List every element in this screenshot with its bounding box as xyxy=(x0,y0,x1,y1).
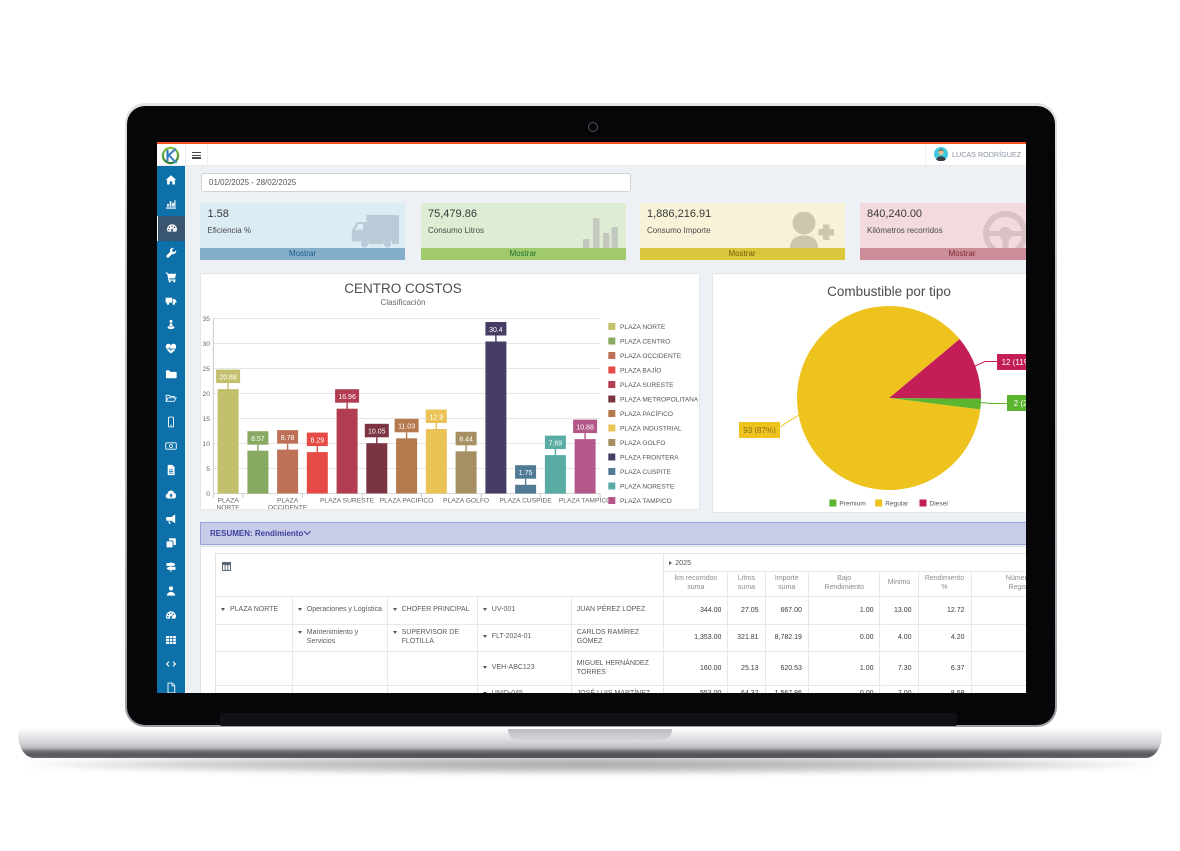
svg-text:10: 10 xyxy=(203,440,211,447)
svg-text:Premium: Premium xyxy=(839,500,866,507)
svg-text:NORTE: NORTE xyxy=(216,504,240,509)
svg-text:PLAZA PACÍFICO: PLAZA PACÍFICO xyxy=(620,409,673,418)
svg-text:PLAZA TAMPICO: PLAZA TAMPICO xyxy=(559,497,612,504)
svg-text:25: 25 xyxy=(203,365,211,372)
svg-text:2 (2%): 2 (2%) xyxy=(1014,399,1026,408)
svg-text:16.96: 16.96 xyxy=(338,394,356,401)
svg-text:PLAZA SURESTE: PLAZA SURESTE xyxy=(320,497,375,504)
svg-text:PLAZA CUSPITE: PLAZA CUSPITE xyxy=(620,469,672,476)
svg-text:PLAZA METROPOLITANA: PLAZA METROPOLITANA xyxy=(620,396,699,403)
svg-text:PLAZA: PLAZA xyxy=(277,497,299,504)
svg-text:20.88: 20.88 xyxy=(219,374,237,381)
svg-text:15: 15 xyxy=(203,415,211,422)
svg-text:OCCIDENTE: OCCIDENTE xyxy=(268,504,308,509)
svg-text:20: 20 xyxy=(203,390,211,397)
svg-text:1.75: 1.75 xyxy=(519,470,533,477)
svg-text:10.88: 10.88 xyxy=(576,424,594,431)
svg-text:10.05: 10.05 xyxy=(368,428,386,435)
svg-text:PLAZA NORESTE: PLAZA NORESTE xyxy=(620,483,675,490)
svg-text:12.9: 12.9 xyxy=(429,414,443,421)
svg-text:Diesel: Diesel xyxy=(930,500,949,507)
svg-text:5: 5 xyxy=(206,465,210,472)
svg-text:93 (87%): 93 (87%) xyxy=(743,426,776,435)
svg-text:PLAZA GOLFO: PLAZA GOLFO xyxy=(620,440,665,447)
svg-text:30: 30 xyxy=(203,340,211,347)
svg-text:PLAZA: PLAZA xyxy=(218,497,240,504)
svg-text:PLAZA INDUSTRIAL: PLAZA INDUSTRIAL xyxy=(620,425,682,432)
svg-text:PLAZA CENTRO: PLAZA CENTRO xyxy=(620,338,670,345)
svg-text:8.57: 8.57 xyxy=(251,436,265,443)
svg-text:30.4: 30.4 xyxy=(489,326,503,333)
svg-text:8.78: 8.78 xyxy=(281,434,295,441)
svg-text:8.29: 8.29 xyxy=(310,437,324,444)
svg-text:PLAZA CUSPIDE: PLAZA CUSPIDE xyxy=(499,497,552,504)
svg-text:PLAZA PACIFICO: PLAZA PACIFICO xyxy=(380,497,434,504)
svg-text:7.69: 7.69 xyxy=(549,440,563,447)
svg-text:8.44: 8.44 xyxy=(459,436,473,443)
svg-text:PLAZA NORTE: PLAZA NORTE xyxy=(620,324,666,331)
svg-text:0: 0 xyxy=(206,490,210,497)
svg-text:11.03: 11.03 xyxy=(398,423,415,430)
svg-text:PLAZA TAMPICO: PLAZA TAMPICO xyxy=(620,498,672,505)
svg-text:PLAZA FRONTERA: PLAZA FRONTERA xyxy=(620,454,679,461)
svg-text:PLAZA BAJÍO: PLAZA BAJÍO xyxy=(620,365,661,374)
svg-text:PLAZA GOLFO: PLAZA GOLFO xyxy=(443,497,489,504)
svg-text:12 (11%): 12 (11%) xyxy=(1002,358,1026,367)
svg-text:PLAZA SURESTE: PLAZA SURESTE xyxy=(620,382,674,389)
svg-text:PLAZA OCCIDENTE: PLAZA OCCIDENTE xyxy=(620,353,682,360)
svg-text:35: 35 xyxy=(203,315,211,322)
svg-text:Regular: Regular xyxy=(885,500,909,507)
